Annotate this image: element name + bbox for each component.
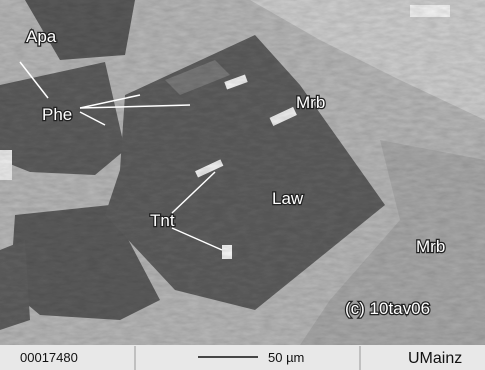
- sem-image: Apa Phe Mrb Law Tnt Mrb (c) 10tav06 0001…: [0, 0, 485, 370]
- scale-label: 50 µm: [268, 350, 304, 365]
- mineral-label: Mrb: [296, 93, 325, 112]
- micrograph: [0, 0, 485, 345]
- titanite: [222, 245, 232, 259]
- mineral-label: Mrb: [416, 237, 445, 256]
- credit: UMainz: [408, 350, 462, 367]
- bright-grain: [0, 150, 12, 180]
- mineral-label: Tnt: [150, 211, 175, 230]
- dark-grain: [0, 240, 30, 330]
- mineral-label: Apa: [26, 27, 57, 46]
- sample-label: (c) 10tav06: [345, 299, 430, 318]
- page: Apa Phe Mrb Law Tnt Mrb (c) 10tav06 0001…: [0, 0, 485, 370]
- mineral-label: Phe: [42, 105, 72, 124]
- image-id: 00017480: [20, 350, 78, 365]
- bright-grain: [410, 5, 450, 17]
- mineral-label: Law: [272, 189, 304, 208]
